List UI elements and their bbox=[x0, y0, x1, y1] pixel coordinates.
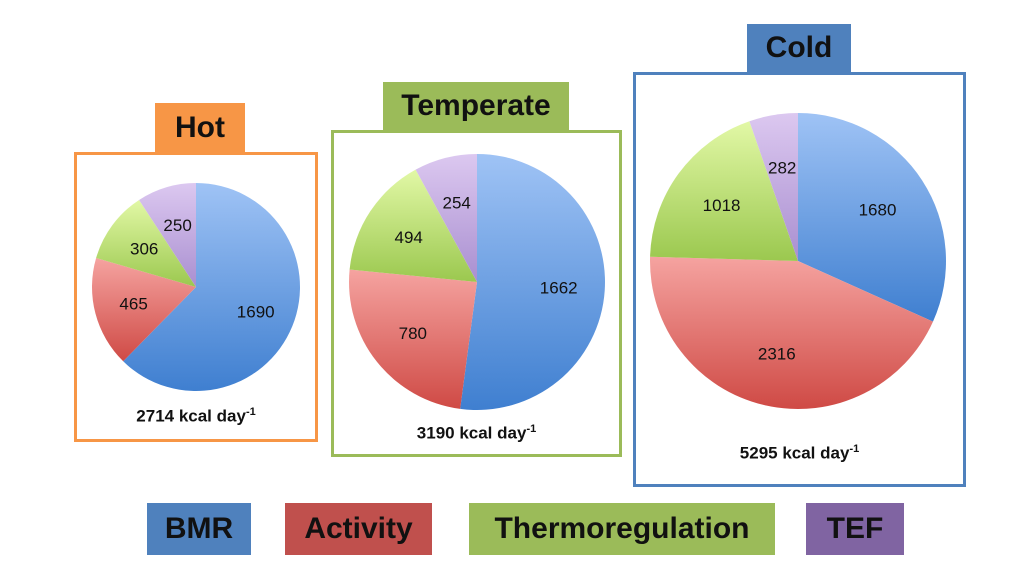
hot-label-activity: 465 bbox=[119, 294, 147, 313]
temperate-label-bmr: 1662 bbox=[540, 278, 578, 297]
hot-title: Hot bbox=[155, 103, 245, 152]
temperate-slice-thermoregulation bbox=[349, 169, 477, 282]
cold-title: Cold bbox=[747, 24, 851, 72]
hot-slice-bmr bbox=[123, 183, 301, 392]
cold-label-thermoregulation: 1018 bbox=[703, 196, 741, 215]
legend-activity: Activity bbox=[285, 503, 432, 555]
hot-label-tef: 250 bbox=[163, 216, 191, 235]
hot-slice-thermoregulation bbox=[96, 199, 196, 287]
temperate-label-activity: 780 bbox=[399, 324, 427, 343]
legend-tef: TEF bbox=[806, 503, 904, 555]
temperate-title: Temperate bbox=[383, 82, 569, 130]
legend-thermoregulation: Thermoregulation bbox=[469, 503, 775, 555]
cold-slice-activity bbox=[649, 256, 933, 410]
hot-label-bmr: 1690 bbox=[237, 302, 275, 321]
hot-pie: 1690 465 306 250 bbox=[92, 183, 301, 392]
cold-total-value: 5295 kcal day bbox=[739, 443, 850, 463]
temperate-label-thermoregulation: 494 bbox=[395, 228, 423, 247]
cold-label-bmr: 1680 bbox=[859, 201, 897, 220]
cold-label-tef: 282 bbox=[768, 159, 796, 178]
temperate-total: 3190 kcal day-1 bbox=[331, 423, 622, 444]
temperate-pie: 1662 780 494 254 bbox=[349, 154, 605, 410]
cold-slice-thermoregulation bbox=[650, 121, 798, 261]
temperate-slice-bmr bbox=[460, 154, 605, 410]
temperate-total-value: 3190 kcal day bbox=[416, 423, 527, 443]
cold-total: 5295 kcal day-1 bbox=[633, 443, 966, 464]
hot-slice-tef bbox=[139, 183, 196, 287]
cold-total-exponent: -1 bbox=[849, 443, 860, 455]
hot-total-exponent: -1 bbox=[245, 406, 256, 418]
cold-label-activity: 2316 bbox=[758, 344, 796, 363]
cold-pie: 1680 2316 1018 282 bbox=[649, 113, 946, 410]
temperate-slice-tef bbox=[415, 154, 477, 282]
hot-slice-activity bbox=[92, 258, 196, 362]
hot-total-value: 2714 kcal day bbox=[136, 406, 246, 426]
temperate-label-tef: 254 bbox=[443, 194, 471, 213]
legend-bmr: BMR bbox=[147, 503, 251, 555]
hot-label-thermoregulation: 306 bbox=[130, 240, 158, 259]
cold-slice-tef bbox=[749, 113, 798, 261]
cold-slice-bmr bbox=[798, 113, 946, 322]
temperate-slice-activity bbox=[349, 269, 477, 409]
temperate-total-exponent: -1 bbox=[526, 423, 537, 435]
hot-total: 2714 kcal day-1 bbox=[74, 406, 318, 427]
